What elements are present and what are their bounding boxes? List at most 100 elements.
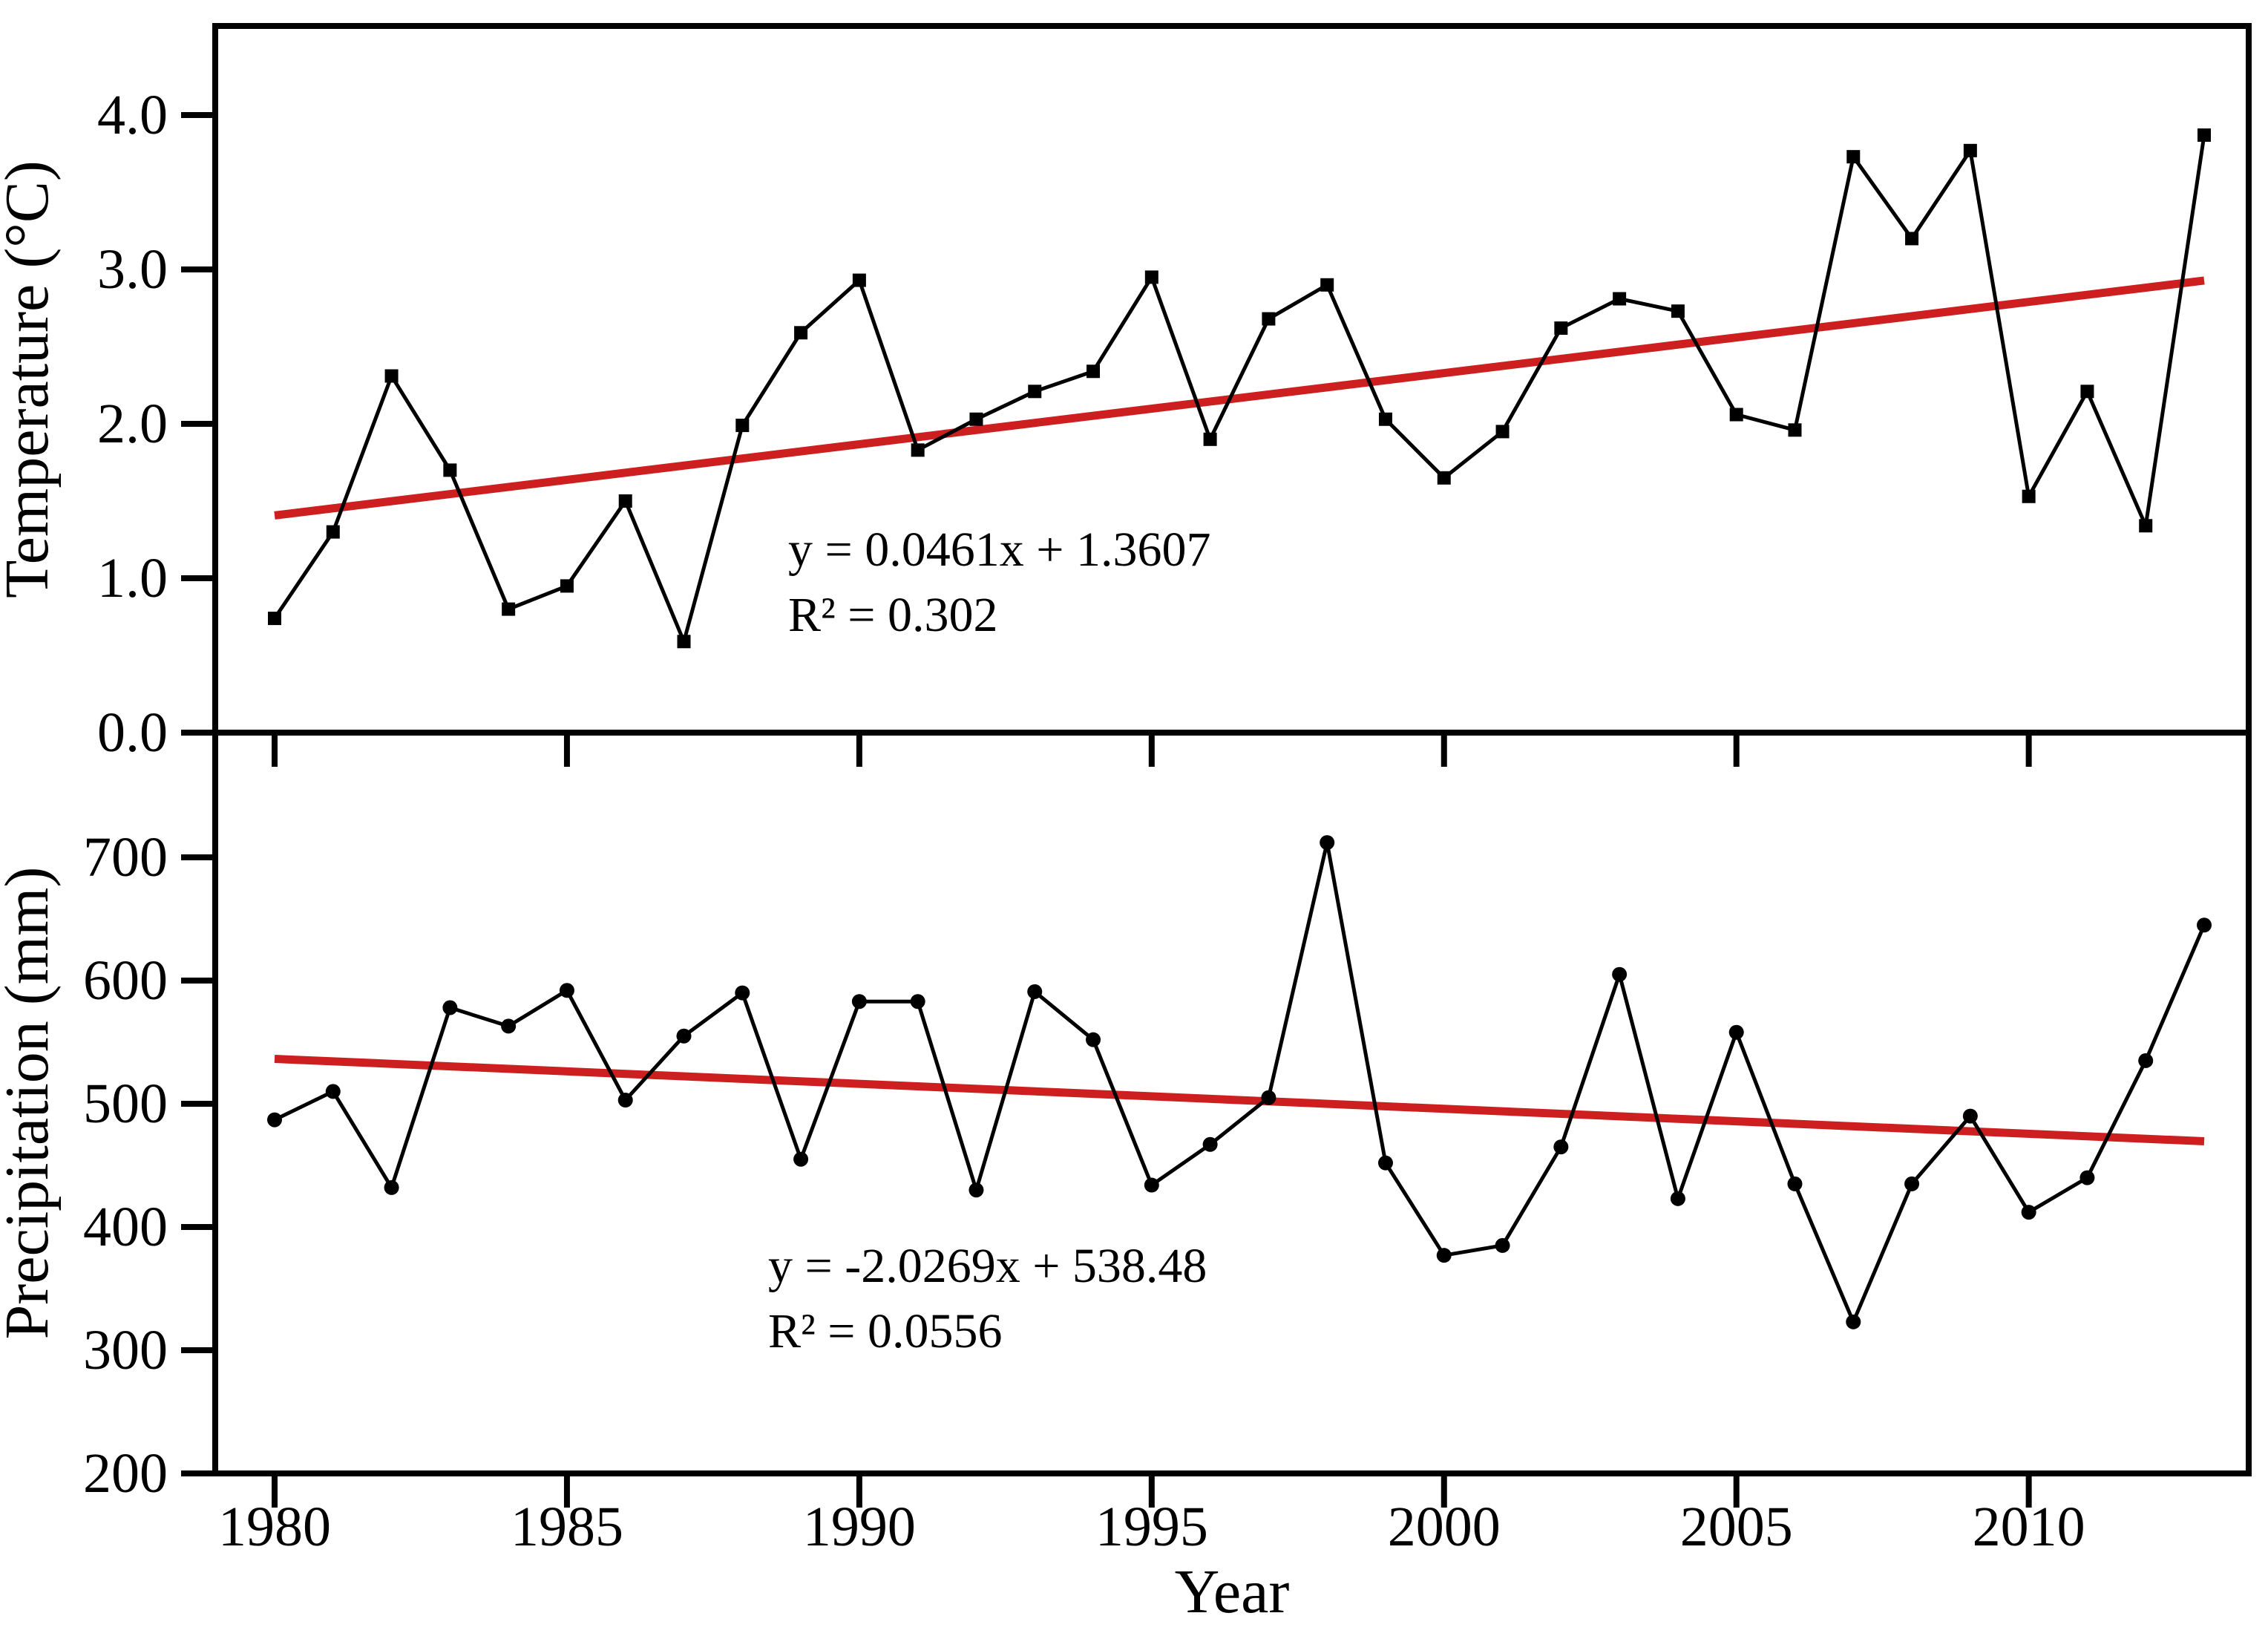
data-point-marker xyxy=(1729,408,1743,422)
data-point-marker xyxy=(2139,519,2153,533)
top-series-line xyxy=(272,134,2206,647)
x-tick-label: 2000 xyxy=(1388,1496,1501,1558)
data-point-marker xyxy=(2197,128,2212,143)
x-tick-label: 1995 xyxy=(1095,1496,1208,1558)
data-point-marker xyxy=(1905,232,1919,246)
data-point-marker xyxy=(1028,385,1042,399)
bottom-trend-equation: y = -2.0269x + 538.48 xyxy=(768,1239,1207,1293)
data-point-marker xyxy=(1495,425,1510,439)
data-point-marker xyxy=(1787,1176,1803,1191)
y-tick-label: 400 xyxy=(83,1196,168,1258)
data-point-marker xyxy=(1203,432,1217,446)
data-point-marker xyxy=(1144,1177,1159,1193)
y-tick-label: 4.0 xyxy=(97,84,168,146)
data-point-marker xyxy=(851,994,867,1010)
data-point-marker xyxy=(326,525,340,539)
data-point-marker xyxy=(1086,1032,1101,1047)
x-tick-label: 2005 xyxy=(1680,1496,1793,1558)
data-point-marker xyxy=(1671,304,1685,318)
data-point-marker xyxy=(2080,385,2094,399)
x-tick-label: 1990 xyxy=(803,1496,916,1558)
x-tick-label: 2010 xyxy=(1973,1496,2085,1558)
data-point-marker xyxy=(2079,1170,2095,1185)
data-point-marker xyxy=(442,1000,458,1015)
y-tick-label: 500 xyxy=(83,1073,168,1135)
y-tick-label: 1.0 xyxy=(97,547,168,609)
data-point-marker xyxy=(267,1112,282,1128)
data-point-marker xyxy=(1262,312,1276,326)
y-tick-label: 300 xyxy=(83,1319,168,1381)
data-point-marker xyxy=(1962,1108,1978,1124)
x-axis-title: Year xyxy=(1175,1557,1290,1626)
data-point-marker xyxy=(2022,489,2036,503)
data-point-marker xyxy=(559,983,574,998)
data-point-marker xyxy=(1261,1090,1276,1105)
data-point-marker xyxy=(2138,1053,2154,1068)
y-tick-label: 200 xyxy=(83,1442,168,1505)
data-point-marker xyxy=(1377,1155,1393,1171)
top-trend-line xyxy=(274,276,2205,520)
data-point-marker xyxy=(910,994,925,1010)
data-point-marker xyxy=(677,635,691,649)
y-tick-label: 3.0 xyxy=(97,238,168,301)
data-point-marker xyxy=(1788,423,1802,437)
data-point-marker xyxy=(676,1028,692,1044)
data-point-marker xyxy=(1378,412,1392,426)
data-point-marker xyxy=(502,602,516,616)
data-point-marker xyxy=(1553,1139,1569,1155)
top-y-axis-title: Temperature (°C) xyxy=(0,160,62,598)
data-point-marker xyxy=(1495,1237,1510,1253)
data-point-marker xyxy=(793,1151,809,1167)
data-point-marker xyxy=(735,419,750,433)
y-tick-label: 0.0 xyxy=(97,701,168,764)
data-point-marker xyxy=(1728,1024,1744,1040)
data-point-marker xyxy=(1436,1248,1452,1263)
bottom-trend-r-squared: R² = 0.0556 xyxy=(768,1304,1003,1358)
data-point-marker xyxy=(794,326,808,340)
x-tick-label: 1980 xyxy=(218,1496,331,1558)
bottom-series-line xyxy=(273,842,2206,1327)
top-panel: 0.0 1.0 2.0 3.0 4.0 y = 0.0461x + 1.3607 R² = … xyxy=(0,23,2252,767)
data-point-marker xyxy=(911,443,925,457)
data-point-marker xyxy=(1144,270,1158,284)
data-point-marker xyxy=(1087,364,1101,379)
data-point-marker xyxy=(325,1084,341,1099)
data-point-marker xyxy=(560,579,574,593)
bottom-y-axis-title: Precipitation (mm) xyxy=(0,867,62,1340)
data-point-marker xyxy=(268,612,281,626)
data-point-marker xyxy=(384,1179,399,1195)
y-tick-label: 600 xyxy=(83,949,168,1012)
data-point-marker xyxy=(1670,1191,1685,1206)
data-point-marker xyxy=(1554,321,1568,336)
y-tick-label: 700 xyxy=(83,826,168,889)
data-point-marker xyxy=(1846,1314,1861,1329)
y-tick-label: 2.0 xyxy=(97,393,168,455)
data-point-marker xyxy=(617,1093,633,1108)
data-point-marker xyxy=(443,463,457,477)
data-point-marker xyxy=(1613,292,1627,306)
bottom-trend-line xyxy=(274,1054,2205,1146)
bottom-panel: 200 300 400 500 600 700 y = -2.0269x + 538.48 R… xyxy=(0,730,2252,1508)
x-tick-label: 1985 xyxy=(511,1496,623,1558)
data-point-marker xyxy=(501,1018,517,1034)
data-point-marker xyxy=(1320,835,1335,851)
data-point-marker xyxy=(852,273,866,287)
data-point-marker xyxy=(1846,150,1861,164)
data-point-marker xyxy=(1027,984,1043,999)
data-point-marker xyxy=(969,412,983,426)
data-point-marker xyxy=(735,985,750,1001)
data-point-marker xyxy=(1612,966,1628,982)
data-point-marker xyxy=(1437,471,1451,485)
data-point-marker xyxy=(1963,143,1977,157)
data-point-marker xyxy=(1320,278,1334,292)
data-point-marker xyxy=(618,494,632,508)
data-point-marker xyxy=(1904,1176,1920,1191)
top-trend-r-squared: R² = 0.302 xyxy=(788,588,998,642)
top-trend-equation: y = 0.0461x + 1.3607 xyxy=(788,523,1210,577)
data-point-marker xyxy=(969,1182,984,1198)
data-point-marker xyxy=(2197,917,2212,933)
data-point-marker xyxy=(1202,1136,1218,1152)
